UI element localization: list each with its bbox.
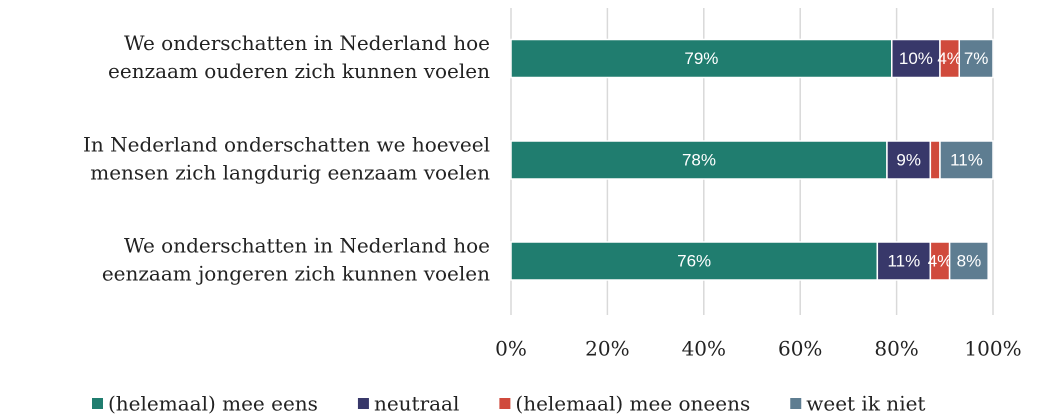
bar-segment xyxy=(948,241,989,281)
x-tick-label: 40% xyxy=(682,337,726,361)
category-label: In Nederland onderschatten we hoeveel xyxy=(83,133,490,157)
x-tick-label: 100% xyxy=(964,337,1021,361)
legend-swatch xyxy=(357,398,369,409)
category-label: We onderschatten in Nederland hoe xyxy=(124,31,490,55)
x-tick-label: 80% xyxy=(874,337,918,361)
category-label: eenzaam jongeren zich kunnen voelen xyxy=(102,262,490,286)
x-tick-label: 0% xyxy=(495,337,527,361)
legend-label: (helemaal) mee oneens xyxy=(515,392,750,416)
legend-label: (helemaal) mee eens xyxy=(108,392,318,416)
value-label: 79% xyxy=(684,49,718,68)
bar-segment xyxy=(510,140,888,180)
category-label: mensen zich langdurig eenzaam voelen xyxy=(90,161,490,185)
value-label: 9% xyxy=(896,150,921,169)
legend-swatch xyxy=(790,398,802,409)
value-label: 78% xyxy=(682,150,716,169)
value-label: 4% xyxy=(928,251,953,270)
bar-segment xyxy=(886,140,932,180)
value-label: 11% xyxy=(950,150,983,169)
category-label: We onderschatten in Nederland hoe xyxy=(124,234,490,258)
x-tick-label: 60% xyxy=(778,337,822,361)
legend-swatch xyxy=(92,398,103,409)
value-label: 76% xyxy=(677,251,711,270)
bar-segment xyxy=(929,140,941,180)
legend-label: neutraal xyxy=(374,392,459,416)
bar-segment xyxy=(958,38,994,79)
legend-label: weet ik niet xyxy=(806,392,925,416)
x-tick-label: 20% xyxy=(585,337,629,361)
value-label: 8% xyxy=(957,251,982,270)
value-label: 7% xyxy=(964,49,989,68)
value-label: 11% xyxy=(887,251,920,270)
value-label: 4% xyxy=(937,49,962,68)
bar-segment xyxy=(510,241,879,281)
legend-swatch xyxy=(499,398,511,409)
category-label: eenzaam ouderen zich kunnen voelen xyxy=(108,59,490,83)
bar-segment xyxy=(939,140,994,180)
value-label: 10% xyxy=(899,49,933,68)
bar-segment xyxy=(510,38,893,79)
